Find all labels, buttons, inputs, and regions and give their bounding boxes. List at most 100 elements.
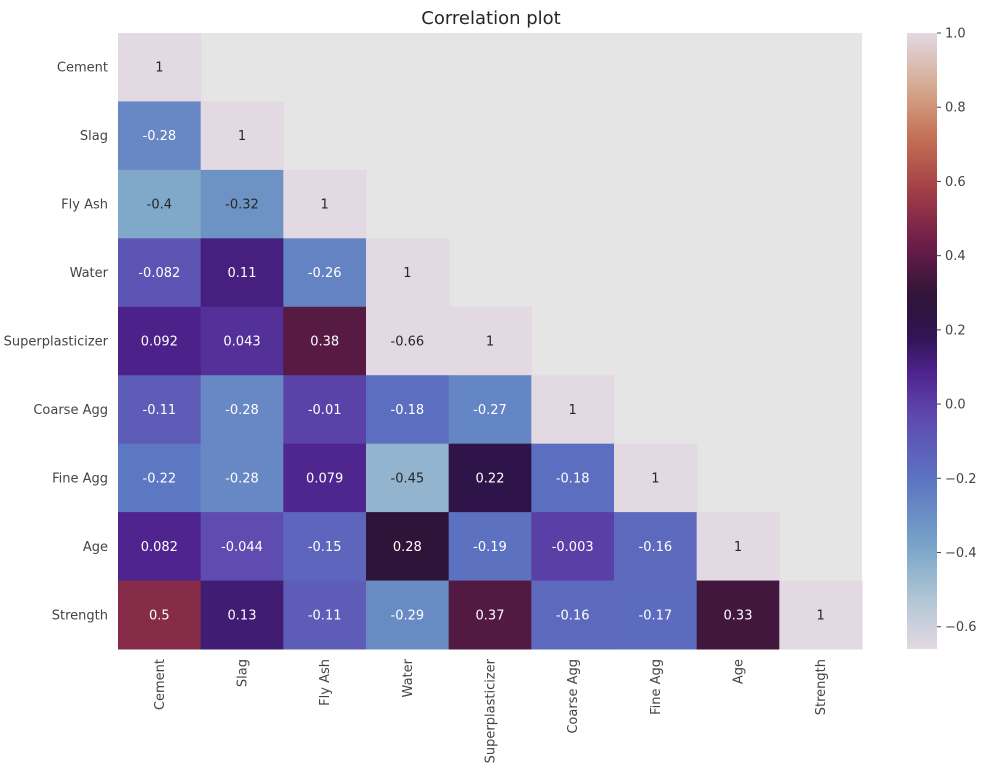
x-tick-label: Fine Agg [649, 659, 664, 715]
heatmap-cell-age-water [366, 512, 450, 582]
cell-value-label: 0.28 [393, 540, 422, 555]
x-tick-label: Coarse Agg [566, 659, 581, 734]
heatmap-cell-age-coarse-agg [531, 512, 615, 582]
cell-value-label: 0.082 [141, 540, 178, 555]
cell-value-label: -0.32 [225, 198, 259, 213]
y-tick-label: Slag [80, 129, 108, 144]
y-tick-label: Cement [57, 61, 108, 76]
colorbar-tick-label: 0.0 [945, 398, 966, 413]
cell-value-label: 0.5 [149, 608, 170, 623]
heatmap-cell-age-slag [200, 512, 284, 582]
cell-value-label: -0.11 [143, 403, 177, 418]
heatmap-cell-fine-agg-slag [200, 443, 284, 513]
cell-value-label: 1 [486, 335, 494, 350]
cell-value-label: 0.079 [306, 471, 343, 486]
y-tick-label: Fine Agg [52, 471, 108, 486]
heatmap-cell-coarse-agg-superplasticizer [448, 375, 532, 445]
y-tick-label: Fly Ash [61, 198, 108, 213]
heatmap-cell-superplasticizer-fly-ash [283, 306, 367, 376]
cell-value-label: 1 [817, 608, 825, 623]
heatmap-cell-age-age [696, 512, 780, 582]
cell-value-label: -0.66 [391, 335, 425, 350]
cell-value-label: -0.45 [391, 471, 425, 486]
cell-value-label: 0.38 [310, 335, 339, 350]
heatmap-cell-strength-water [366, 580, 450, 650]
heatmap-cell-strength-coarse-agg [531, 580, 615, 650]
colorbar-tick-label: 0.2 [945, 323, 966, 338]
heatmap-cell-coarse-agg-slag [200, 375, 284, 445]
x-tick-label: Slag [236, 659, 251, 687]
cell-value-label: -0.003 [552, 540, 594, 555]
cell-value-label: -0.18 [556, 471, 590, 486]
heatmap-cell-fine-agg-fine-agg [614, 443, 698, 513]
cell-value-label: -0.29 [391, 608, 425, 623]
x-tick-label: Cement [153, 659, 168, 710]
cell-value-label: 1 [569, 403, 577, 418]
cell-value-label: -0.17 [639, 608, 673, 623]
heatmap-cell-cement-cement [118, 33, 202, 102]
cell-value-label: -0.4 [147, 198, 172, 213]
heatmap-cell-strength-fine-agg [614, 580, 698, 650]
heatmap-cell-water-fly-ash [283, 238, 367, 308]
cell-value-label: -0.26 [308, 266, 342, 281]
colorbar-tick-label: −0.6 [945, 620, 977, 635]
chart-title: Correlation plot [421, 8, 560, 29]
heatmap-cell-coarse-agg-coarse-agg [531, 375, 615, 445]
y-tick-label: Strength [52, 608, 108, 623]
heatmap-cell-superplasticizer-cement [118, 306, 202, 376]
heatmap-cell-strength-superplasticizer [448, 580, 532, 650]
colorbar-tick-label: −0.4 [945, 546, 977, 561]
colorbar-tick-label: 1.0 [945, 27, 966, 42]
cell-value-label: 0.37 [476, 608, 505, 623]
cell-value-label: 0.22 [476, 471, 505, 486]
cell-value-label: -0.16 [639, 540, 673, 555]
heatmap-cell-fine-agg-water [366, 443, 450, 513]
heatmap-cell-fly-ash-cement [118, 169, 202, 239]
cell-value-label: 1 [321, 198, 329, 213]
heatmap-cell-superplasticizer-slag [200, 306, 284, 376]
cell-value-label: -0.19 [473, 540, 507, 555]
cell-value-label: 1 [734, 540, 742, 555]
heatmap-cell-water-water [366, 238, 450, 308]
heatmap-cell-strength-age [696, 580, 780, 650]
cell-value-label: -0.16 [556, 608, 590, 623]
cell-value-label: -0.27 [473, 403, 507, 418]
cell-value-label: 1 [238, 129, 246, 144]
cell-value-label: -0.044 [221, 540, 263, 555]
x-tick-label: Fly Ash [318, 659, 333, 706]
y-tick-label: Coarse Agg [33, 403, 108, 418]
heatmap-cell-superplasticizer-superplasticizer [448, 306, 532, 376]
heatmap-cell-fly-ash-fly-ash [283, 169, 367, 239]
heatmap-cell-fine-agg-superplasticizer [448, 443, 532, 513]
cell-value-label: -0.28 [225, 471, 259, 486]
x-tick-label: Water [401, 658, 416, 697]
cell-value-label: -0.11 [308, 608, 342, 623]
cell-value-label: 1 [651, 471, 659, 486]
heatmap-cell-fine-agg-coarse-agg [531, 443, 615, 513]
colorbar [907, 33, 937, 649]
heatmap-cell-superplasticizer-water [366, 306, 450, 376]
heatmap-cell-strength-strength [779, 580, 863, 650]
heatmap-cell-water-cement [118, 238, 202, 308]
y-tick-label: Age [83, 540, 108, 555]
colorbar-tick-label: −0.2 [945, 472, 977, 487]
heatmap-cell-water-slag [200, 238, 284, 308]
heatmap-cell-strength-cement [118, 580, 202, 650]
cell-value-label: -0.28 [143, 129, 177, 144]
heatmap-cells: 1 -0.28 1 -0.4 -0.32 1 -0.082 0.11 -0.26 1 0.092 0.… [118, 33, 863, 650]
cell-value-label: -0.22 [143, 471, 177, 486]
heatmap-cell-fine-agg-cement [118, 443, 202, 513]
heatmap-cell-age-cement [118, 512, 202, 582]
cell-value-label: 1 [155, 61, 163, 76]
heatmap-cell-coarse-agg-water [366, 375, 450, 445]
heatmap-cell-slag-cement [118, 101, 202, 171]
x-tick-labels: Cement Slag Fly Ash Water Superplasticizer Co… [153, 658, 829, 763]
colorbar-tick-label: 0.8 [945, 101, 966, 116]
heatmap-cell-coarse-agg-fly-ash [283, 375, 367, 445]
y-tick-labels: Cement Slag Fly Ash Water Superplasticizer Co… [4, 61, 109, 624]
x-tick-label: Strength [814, 659, 829, 715]
heatmap-cell-age-fly-ash [283, 512, 367, 582]
colorbar-tick-label: 0.6 [945, 175, 966, 190]
